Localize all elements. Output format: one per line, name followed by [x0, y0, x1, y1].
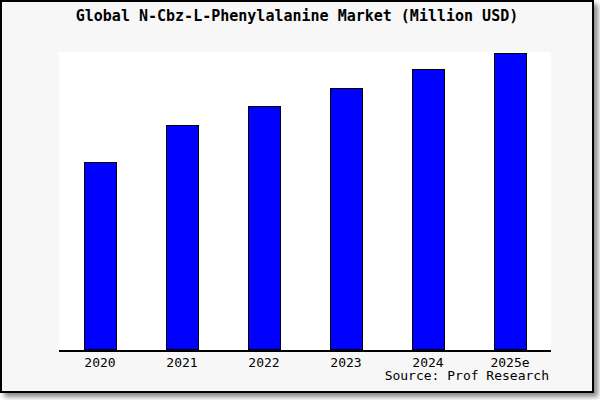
- bar-2023: [330, 88, 363, 350]
- x-axis-label: 2021: [141, 355, 223, 370]
- chart-title: Global N-Cbz-L-Phenylalanine Market (Mil…: [2, 7, 592, 25]
- bar-2020: [84, 162, 117, 350]
- x-axis-label: 2022: [223, 355, 305, 370]
- bar-slot: [223, 52, 305, 350]
- bar-2024: [412, 69, 445, 350]
- source-credit: Source: Prof Research: [385, 368, 549, 383]
- bar-2022: [248, 106, 281, 350]
- bar-slot: [59, 52, 141, 350]
- plot-area: [59, 52, 551, 352]
- x-axis-label: 2023: [305, 355, 387, 370]
- x-axis-label: 2020: [59, 355, 141, 370]
- bar-slot: [305, 52, 387, 350]
- bar-slot: [387, 52, 469, 350]
- bar-slot: [469, 52, 551, 350]
- bar-slot: [141, 52, 223, 350]
- bar-2021: [166, 125, 199, 350]
- bar-2025e: [494, 53, 527, 350]
- chart-container: Global N-Cbz-L-Phenylalanine Market (Mil…: [0, 0, 594, 393]
